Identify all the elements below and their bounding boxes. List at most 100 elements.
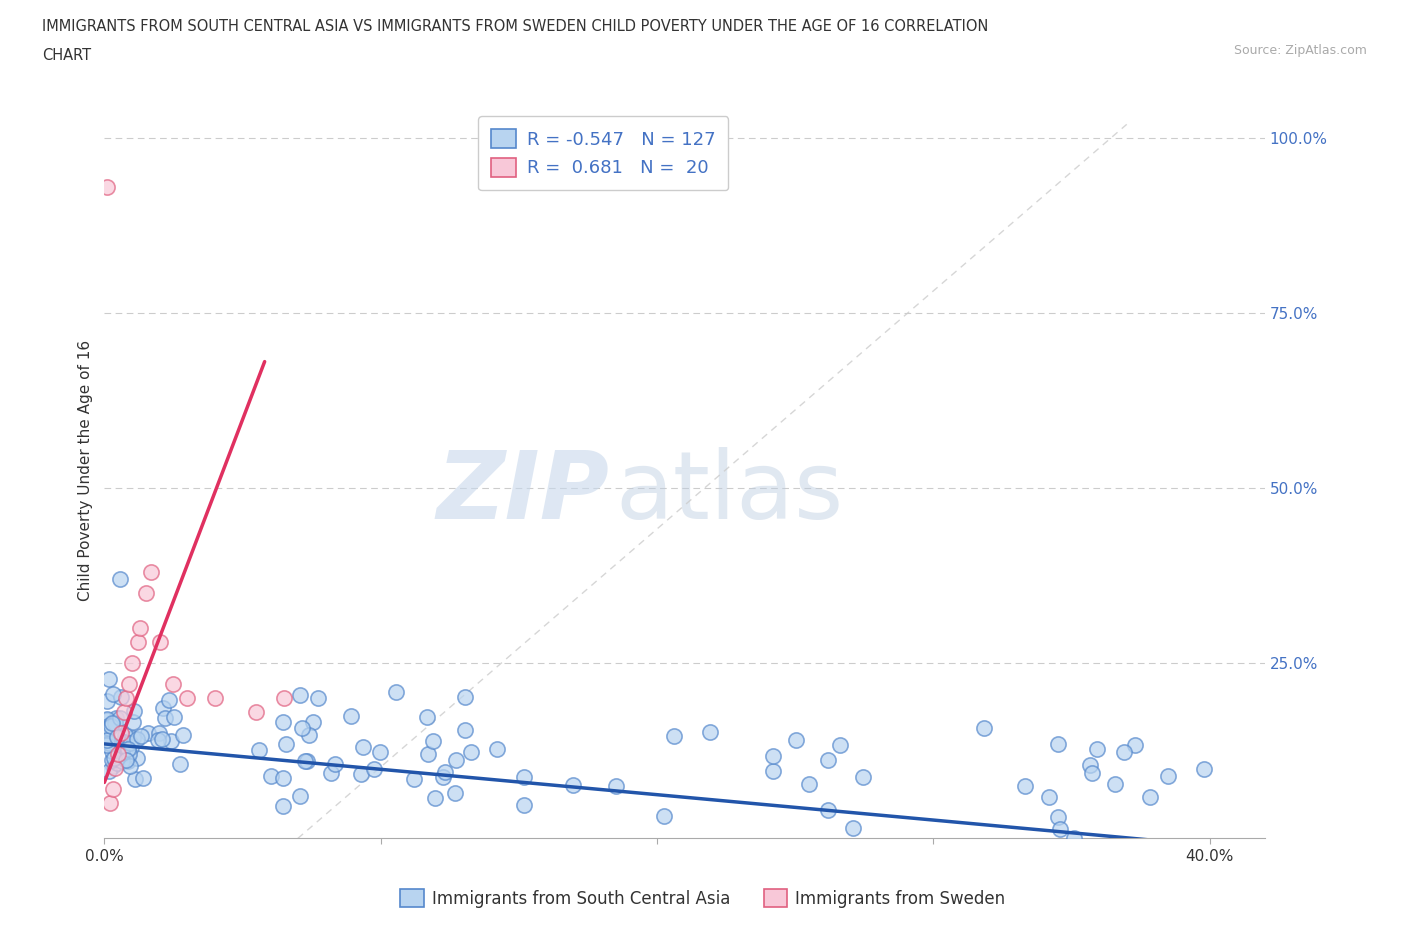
Point bbox=[274, 737, 297, 751]
Point bbox=[98, 736, 121, 751]
Point bbox=[96, 693, 118, 708]
Point bbox=[105, 730, 128, 745]
Point bbox=[416, 710, 439, 724]
Point bbox=[1014, 779, 1036, 794]
Point bbox=[1081, 765, 1104, 780]
Point bbox=[851, 770, 873, 785]
Point bbox=[1049, 821, 1071, 836]
Point bbox=[118, 736, 141, 751]
Point bbox=[112, 705, 135, 720]
Point bbox=[111, 748, 134, 763]
Point bbox=[146, 733, 169, 748]
Point bbox=[817, 752, 839, 767]
Point bbox=[110, 689, 132, 704]
Point bbox=[512, 770, 534, 785]
Y-axis label: Child Poverty Under the Age of 16: Child Poverty Under the Age of 16 bbox=[79, 340, 93, 602]
Point bbox=[107, 747, 129, 762]
Point bbox=[121, 730, 143, 745]
Point bbox=[797, 777, 820, 791]
Point bbox=[1046, 810, 1069, 825]
Point bbox=[323, 757, 346, 772]
Point bbox=[118, 747, 141, 762]
Point bbox=[96, 712, 118, 727]
Point bbox=[112, 735, 135, 750]
Point bbox=[828, 737, 851, 752]
Point bbox=[96, 712, 118, 727]
Point bbox=[1047, 737, 1070, 752]
Text: CHART: CHART bbox=[42, 48, 91, 63]
Point bbox=[111, 745, 134, 760]
Point bbox=[1078, 757, 1101, 772]
Point bbox=[662, 728, 685, 743]
Point bbox=[101, 782, 124, 797]
Text: IMMIGRANTS FROM SOUTH CENTRAL ASIA VS IMMIGRANTS FROM SWEDEN CHILD POVERTY UNDER: IMMIGRANTS FROM SOUTH CENTRAL ASIA VS IM… bbox=[42, 19, 988, 33]
Point bbox=[100, 719, 122, 734]
Point bbox=[122, 704, 145, 719]
Point bbox=[762, 749, 785, 764]
Point bbox=[295, 754, 318, 769]
Point bbox=[271, 799, 294, 814]
Point bbox=[108, 711, 131, 726]
Point bbox=[101, 687, 124, 702]
Text: ZIP: ZIP bbox=[436, 447, 609, 539]
Legend: R = -0.547   N = 127, R =  0.681   N =  20: R = -0.547 N = 127, R = 0.681 N = 20 bbox=[478, 116, 728, 190]
Point bbox=[105, 755, 128, 770]
Point bbox=[434, 764, 457, 779]
Point bbox=[135, 586, 157, 601]
Point bbox=[454, 723, 477, 737]
Point bbox=[363, 762, 385, 777]
Point bbox=[654, 808, 676, 823]
Point bbox=[273, 691, 295, 706]
Point bbox=[118, 677, 141, 692]
Point bbox=[973, 721, 995, 736]
Point bbox=[291, 721, 314, 736]
Point bbox=[1112, 744, 1135, 759]
Point bbox=[101, 753, 124, 768]
Point bbox=[1156, 769, 1178, 784]
Point bbox=[288, 688, 311, 703]
Point bbox=[104, 715, 127, 730]
Text: Source: ZipAtlas.com: Source: ZipAtlas.com bbox=[1233, 44, 1367, 57]
Point bbox=[125, 751, 148, 765]
Point bbox=[108, 572, 131, 587]
Point bbox=[247, 742, 270, 757]
Point bbox=[841, 820, 863, 835]
Point bbox=[443, 786, 465, 801]
Point bbox=[117, 753, 139, 768]
Point bbox=[104, 761, 127, 776]
Point bbox=[1063, 831, 1085, 846]
Point bbox=[444, 752, 467, 767]
Point bbox=[204, 691, 226, 706]
Point bbox=[124, 772, 146, 787]
Point bbox=[423, 790, 446, 805]
Point bbox=[1038, 789, 1060, 804]
Point bbox=[114, 728, 136, 743]
Point bbox=[288, 789, 311, 804]
Point bbox=[96, 737, 118, 752]
Point bbox=[98, 764, 121, 778]
Point bbox=[96, 733, 118, 748]
Point bbox=[271, 715, 294, 730]
Point bbox=[105, 711, 128, 726]
Point bbox=[157, 693, 180, 708]
Point bbox=[176, 691, 198, 706]
Point bbox=[96, 723, 118, 737]
Point bbox=[101, 743, 124, 758]
Point bbox=[432, 770, 454, 785]
Point bbox=[422, 734, 444, 749]
Point bbox=[101, 716, 124, 731]
Point bbox=[117, 742, 139, 757]
Point bbox=[307, 690, 329, 705]
Point bbox=[127, 635, 149, 650]
Point bbox=[122, 714, 145, 729]
Point bbox=[169, 757, 191, 772]
Point bbox=[605, 779, 627, 794]
Point bbox=[260, 769, 283, 784]
Point bbox=[152, 700, 174, 715]
Point bbox=[1104, 777, 1126, 791]
Point bbox=[245, 705, 267, 720]
Point bbox=[368, 745, 391, 760]
Point bbox=[1123, 737, 1146, 752]
Point bbox=[402, 772, 425, 787]
Point bbox=[163, 710, 186, 724]
